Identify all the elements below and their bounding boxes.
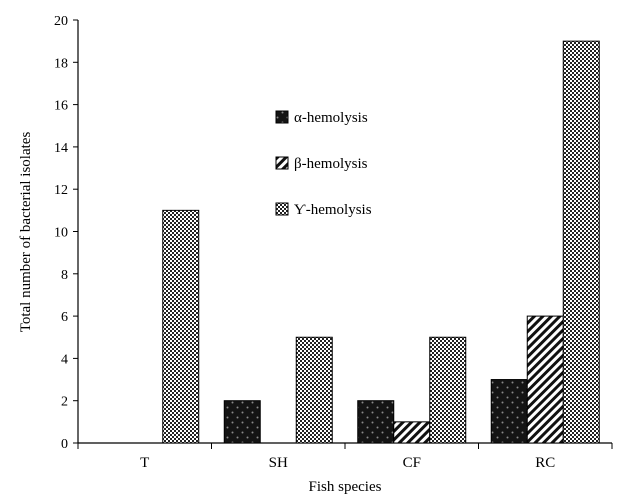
legend: α-hemolysis β-hemolysis Ƴ-hemolysis [275, 110, 372, 218]
y-ticks: 0 2 4 6 8 10 12 14 16 18 20 [54, 14, 78, 452]
bar [490, 379, 528, 444]
x-axis-title: Fish species [309, 479, 382, 495]
bar [223, 400, 261, 444]
legend-label: α-hemolysis [294, 110, 368, 126]
legend-label: Ƴ-hemolysis [294, 202, 372, 218]
y-tick-label: 6 [61, 310, 68, 325]
y-tick-label: 2 [61, 395, 68, 410]
legend-swatch [275, 202, 289, 216]
bar [357, 400, 395, 444]
legend-swatch [275, 110, 289, 124]
x-ticks: T SH CF RC [77, 443, 613, 471]
bar [393, 421, 431, 444]
x-tick-label: RC [535, 455, 555, 471]
y-tick-label: 4 [61, 352, 68, 367]
y-tick-label: 12 [54, 183, 68, 198]
bar [162, 209, 200, 444]
legend-label: β-hemolysis [294, 156, 368, 172]
bar [429, 336, 467, 444]
x-tick-label: T [140, 455, 149, 471]
x-tick-label: CF [403, 455, 421, 471]
y-axis-title: Total number of bacterial isolates [18, 132, 34, 333]
y-tick-label: 14 [54, 141, 68, 156]
bar [526, 315, 564, 444]
legend-swatch [275, 156, 289, 170]
y-tick-label: 18 [54, 56, 68, 71]
y-tick-label: 10 [54, 226, 68, 241]
bar [295, 336, 333, 444]
y-tick-label: 8 [61, 268, 68, 283]
y-tick-label: 16 [54, 99, 68, 114]
y-tick-label: 20 [54, 14, 68, 29]
bars [162, 40, 600, 444]
x-tick-label: SH [269, 455, 288, 471]
bar [562, 40, 600, 444]
y-tick-label: 0 [61, 437, 68, 452]
